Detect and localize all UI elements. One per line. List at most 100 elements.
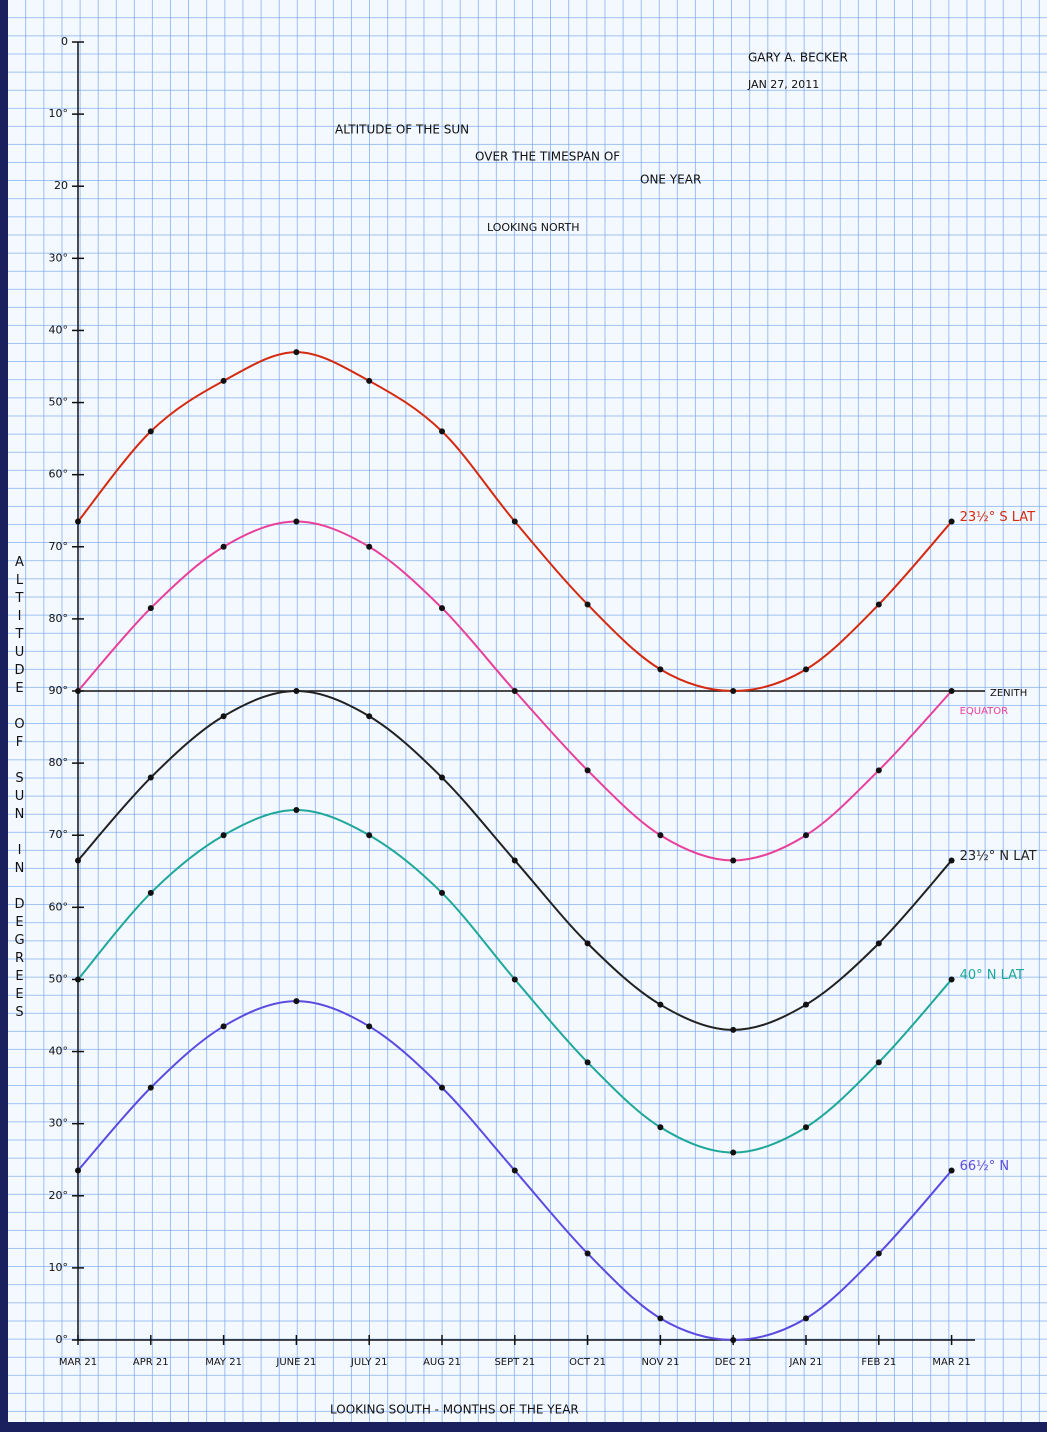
data-point [366,1023,372,1029]
data-point [657,1315,663,1321]
x-axis-label: LOOKING SOUTH - MONTHS OF THE YEAR [330,1403,579,1417]
data-point [803,1315,809,1321]
author: GARY A. BECKER [748,51,848,65]
y-tick-label: 60° [49,900,69,913]
x-tick-label: JAN 21 [789,1357,823,1368]
y-tick-label: 40° [49,1045,69,1058]
title-line: ONE YEAR [640,173,701,187]
x-tick-label: AUG 21 [423,1357,461,1368]
date: JAN 27, 2011 [747,78,819,91]
data-point [366,378,372,384]
y-tick-label: 80° [49,612,69,625]
data-point [803,1002,809,1008]
title-line: OVER THE TIMESPAN OF [475,150,620,164]
data-point [730,688,736,694]
x-tick-label: JUNE 21 [275,1357,316,1368]
data-point [221,1023,227,1029]
data-point [730,1027,736,1033]
data-point [657,1124,663,1130]
data-point [293,998,299,1004]
data-point [293,349,299,355]
x-tick-label: NOV 21 [641,1357,679,1368]
data-point [148,775,154,781]
y-tick-label: 0° [56,1333,69,1346]
data-point [949,976,955,982]
x-tick-label: DEC 21 [715,1357,752,1368]
data-point [75,688,81,694]
data-point [512,1168,518,1174]
data-point [439,890,445,896]
y-tick-label: 20° [49,1189,69,1202]
data-point [75,519,81,525]
y-tick-label: 80° [49,756,69,769]
series-label: 23½° S LAT [960,510,1036,525]
y-tick-label: 20 [54,179,68,192]
data-point [876,767,882,773]
graph-paper [8,0,1047,1422]
y-tick-label: 30° [49,1117,69,1130]
data-point [876,1250,882,1256]
data-point [949,1168,955,1174]
data-point [366,832,372,838]
data-point [876,601,882,607]
data-point [657,1002,663,1008]
x-tick-label: MAR 21 [932,1357,970,1368]
x-tick-label: APR 21 [133,1357,169,1368]
data-point [148,890,154,896]
data-point [75,976,81,982]
subtitle: LOOKING NORTH [487,221,579,234]
data-point [221,832,227,838]
data-point [949,688,955,694]
y-tick-label: 70° [49,540,69,553]
data-point [366,713,372,719]
data-point [221,544,227,550]
series-label: 40° N LAT [960,968,1024,983]
data-point [876,940,882,946]
y-tick-label: 10° [49,107,69,120]
y-tick-label: 40° [49,323,69,336]
x-tick-label: FEB 21 [861,1357,896,1368]
series-label: 66½° N [960,1159,1010,1174]
data-point [585,940,591,946]
y-tick-label: 90° [49,684,69,697]
data-point [730,1150,736,1156]
x-tick-label: SEPT 21 [494,1357,535,1368]
series-label: EQUATOR [960,706,1009,717]
data-point [803,832,809,838]
data-point [657,666,663,672]
data-point [293,688,299,694]
data-point [148,605,154,611]
data-point [585,1059,591,1065]
y-tick-label: 50° [49,972,69,985]
y-tick-label: 50° [49,396,69,409]
x-tick-label: JULY 21 [350,1357,388,1368]
data-point [512,857,518,863]
x-tick-label: OCT 21 [569,1357,606,1368]
data-point [512,976,518,982]
data-point [439,775,445,781]
data-point [293,807,299,813]
data-point [293,519,299,525]
data-point [730,1337,736,1343]
data-point [439,1085,445,1091]
series-label: 23½° N LAT [960,849,1037,864]
page: ALTITUDE OF THE SUN OVER THE TIMESPAN OF… [0,0,1047,1432]
y-axis-label: ALTITUDE OF SUN IN DEGREES [12,555,27,1055]
data-point [949,857,955,863]
data-point [439,428,445,434]
title-line: ALTITUDE OF THE SUN [335,123,469,137]
y-tick-label: 60° [49,468,69,481]
data-point [512,688,518,694]
y-tick-label: 10° [49,1261,69,1274]
y-tick-label: 0 [61,35,68,48]
data-point [512,519,518,525]
chart: ALTITUDE OF THE SUN OVER THE TIMESPAN OF… [0,0,1047,1432]
data-point [949,519,955,525]
data-point [876,1059,882,1065]
data-point [75,857,81,863]
y-tick-label: 70° [49,828,69,841]
data-point [221,378,227,384]
data-point [148,428,154,434]
data-point [75,1168,81,1174]
data-point [803,666,809,672]
